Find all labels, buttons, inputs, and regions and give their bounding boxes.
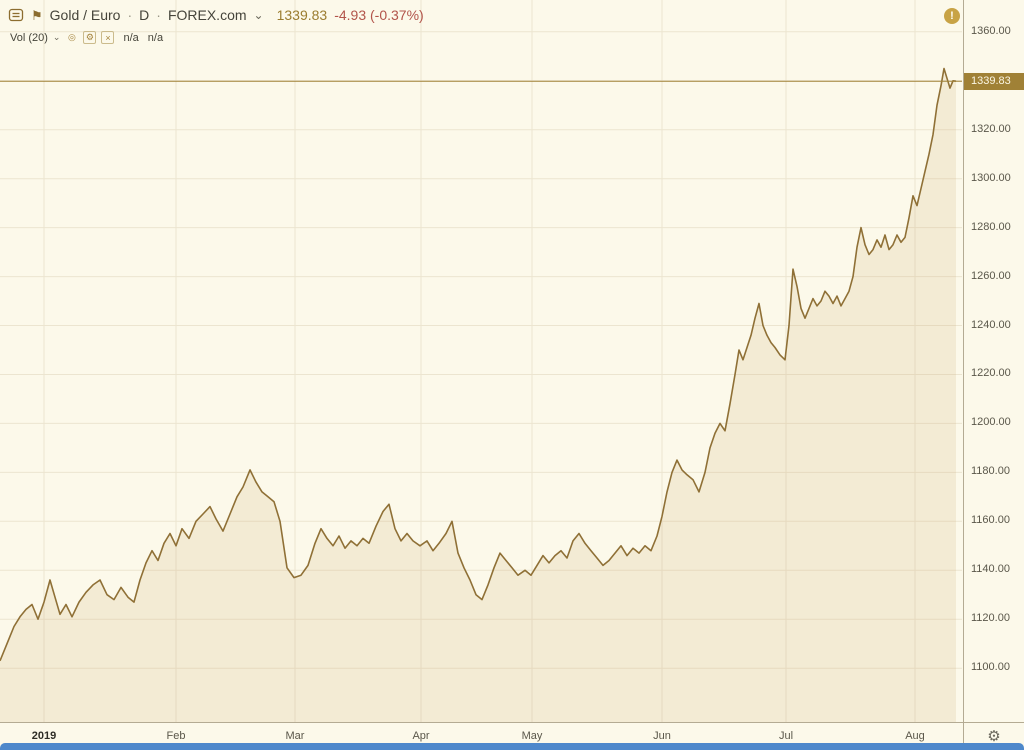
interval-label[interactable]: D — [139, 7, 150, 23]
time-tick-label: Jun — [653, 730, 671, 742]
price-area-fill — [0, 68, 956, 722]
price-tick-label: 1180.00 — [971, 465, 1010, 478]
price-tick-label: 1220.00 — [971, 367, 1011, 380]
alert-icon[interactable]: ! — [944, 8, 960, 24]
separator-dot: · — [156, 7, 161, 23]
last-price: 1339.83 — [276, 7, 328, 23]
time-tick-label: 2019 — [31, 730, 57, 742]
time-tick-label: Apr — [412, 730, 430, 742]
indicator-value-b: n/a — [147, 31, 164, 44]
price-tick-label: 1260.00 — [971, 269, 1011, 282]
time-tick-label: May — [521, 730, 543, 742]
collapse-icon — [8, 8, 24, 22]
gear-icon: ⚙ — [987, 728, 1001, 745]
symbol-legend: ⚑ Gold / Euro · D · FOREX.com ⌄ 1339.83 … — [8, 7, 424, 23]
price-tick-label: 1120.00 — [971, 612, 1010, 625]
close-icon[interactable]: × — [101, 31, 115, 44]
price-tick-label: 1240.00 — [971, 318, 1011, 331]
indicator-legend: Vol (20) ⌄ ◎ ⚙ × n/a n/a — [10, 31, 163, 44]
time-tick-label: Aug — [905, 730, 925, 742]
price-tick-label: 1200.00 — [971, 416, 1011, 429]
flag-icon[interactable]: ⚑ — [31, 7, 43, 23]
price-tick-label: 1360.00 — [971, 24, 1011, 37]
chart-region[interactable]: ⚑ Gold / Euro · D · FOREX.com ⌄ 1339.83 … — [0, 0, 963, 722]
price-tick-label: 1140.00 — [971, 563, 1010, 576]
price-line-series — [0, 67, 957, 662]
bottom-blue-bar — [0, 743, 1024, 750]
legend-collapse-icon[interactable] — [8, 7, 24, 23]
price-chart[interactable] — [0, 0, 963, 722]
current-price-tag: 1339.83 — [964, 72, 1024, 90]
settings-icon[interactable]: ⚙ — [83, 31, 97, 44]
indicator-label[interactable]: Vol (20) — [10, 31, 48, 44]
price-tick-label: 1320.00 — [971, 122, 1011, 135]
price-tick-label: 1100.00 — [971, 661, 1010, 674]
price-tick-label: 1280.00 — [971, 220, 1011, 233]
time-tick-label: Feb — [166, 730, 186, 742]
price-tick-label: 1160.00 — [971, 514, 1010, 527]
exchange-label[interactable]: FOREX.com — [167, 7, 247, 23]
time-tick-label: Mar — [285, 730, 305, 742]
separator-dot: · — [127, 7, 133, 23]
indicator-value-a: n/a — [123, 31, 139, 44]
price-change: -4.93 (-0.37%) — [334, 7, 424, 23]
time-tick-label: Jul — [778, 730, 794, 742]
chevron-down-icon[interactable]: ⌄ — [253, 8, 264, 22]
price-axis[interactable]: 1339.83 1360.001340.001320.001300.001280… — [963, 0, 1024, 722]
symbol-title[interactable]: Gold / Euro — [49, 7, 121, 23]
chevron-down-icon[interactable]: ⌄ — [52, 32, 61, 42]
visibility-icon[interactable]: ◎ — [68, 32, 76, 42]
price-tick-label: 1300.00 — [971, 171, 1011, 184]
